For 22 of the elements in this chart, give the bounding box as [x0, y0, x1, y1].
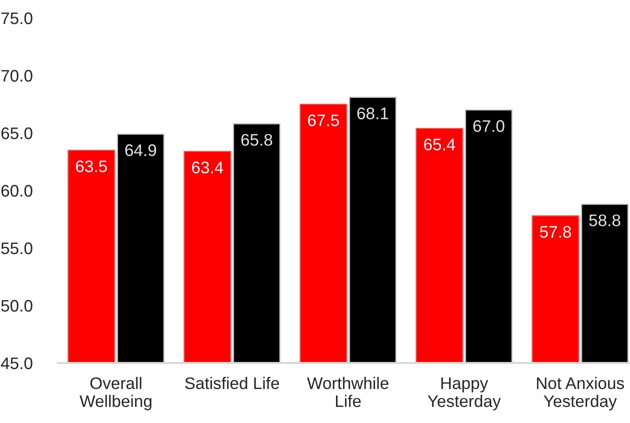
y-tick-label: 50.0: [1, 300, 32, 312]
data-label: 67.0: [473, 120, 504, 132]
data-label: 64.9: [125, 144, 156, 156]
y-tick-label: 45.0: [0, 357, 32, 370]
x-tick-label: Worthwhile Life: [307, 376, 388, 408]
data-label: 57.8: [540, 226, 571, 238]
y-tick-label: 75.0: [1, 12, 32, 24]
x-tick-label: Not Anxious Yesterday: [537, 376, 624, 410]
y-tick-label: 55.0: [1, 242, 32, 254]
y-tick-label: 65.0: [1, 127, 32, 140]
data-label: 63.4: [192, 162, 224, 174]
x-tick-label: Happy Yesterday: [428, 378, 501, 410]
data-label: 65.8: [241, 134, 272, 146]
data-label: 68.1: [357, 108, 388, 120]
data-label: 58.8: [589, 214, 620, 226]
x-tick-label: Satisfied Life: [185, 376, 280, 390]
y-tick-label: 70.0: [1, 70, 32, 82]
data-label: 65.4: [424, 138, 456, 150]
y-tick-label: 60.0: [1, 184, 32, 197]
data-label: 63.5: [76, 160, 107, 172]
x-tick-label: Overall Wellbeing: [80, 376, 152, 410]
data-label: 67.5: [308, 114, 339, 126]
